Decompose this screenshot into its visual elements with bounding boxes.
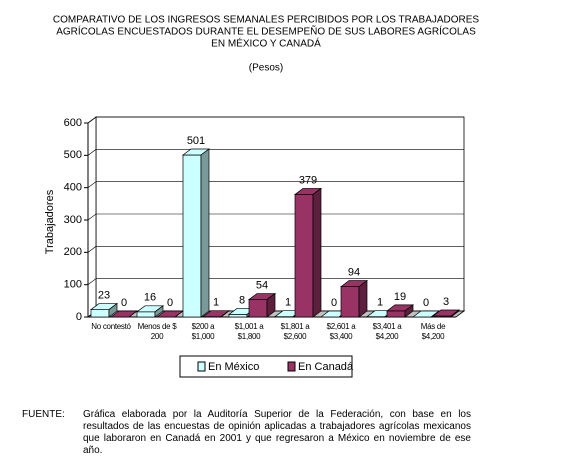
y-tick-label: 200	[64, 246, 82, 258]
legend-box	[179, 355, 353, 378]
y-tick-label: 0	[76, 311, 82, 323]
value-label: 54	[256, 279, 268, 291]
grid-line	[87, 278, 464, 285]
chart-subtitle: (Pesos)	[249, 63, 283, 74]
value-label: 0	[331, 297, 337, 309]
bar-side	[128, 310, 138, 318]
value-label: 379	[299, 174, 317, 186]
bar-side	[404, 304, 414, 318]
grid-line	[87, 116, 464, 124]
value-label: 0	[121, 297, 127, 309]
x-tick-label: $2,601 a $3,400	[326, 322, 356, 341]
bar	[386, 310, 406, 318]
bar-side	[154, 305, 164, 318]
y-tick-label: 600	[64, 117, 82, 129]
grid-line	[87, 246, 464, 253]
x-tick-label: $200 a $1,000	[191, 322, 215, 341]
bar-side	[266, 292, 276, 318]
value-label: 1	[377, 297, 383, 309]
bar	[248, 299, 268, 318]
source-text: Gráfica elaborada por la Auditoría Super…	[83, 409, 471, 456]
bar	[136, 311, 156, 318]
x-tick-label: Menos de $ 200	[137, 322, 177, 341]
y-axis-label: Trabajadores	[44, 189, 56, 254]
value-label: 1	[285, 297, 291, 309]
value-label: 0	[423, 297, 429, 309]
bar-side	[358, 279, 368, 318]
value-label: 501	[187, 135, 205, 147]
value-label: 1	[213, 297, 219, 309]
source-label: FUENTE:	[22, 409, 65, 420]
value-label: 3	[443, 296, 449, 308]
x-tick-label: Más de $4,200	[420, 322, 446, 341]
legend-label: En México	[208, 361, 259, 373]
grid-line	[87, 149, 464, 156]
y-tick-label: 300	[64, 214, 82, 226]
value-label: 23	[98, 289, 110, 301]
chart-title: COMPARATIVO DE LOS INGRESOS SEMANALES PE…	[53, 15, 480, 26]
bar-side	[108, 302, 118, 318]
chart-title: AGRÍCOLAS ENCUESTADOS DURANTE EL DESEMPE…	[56, 25, 476, 38]
bar-side	[312, 187, 322, 318]
bar	[90, 309, 110, 318]
legend-label: En Canadá	[298, 361, 354, 373]
bar	[182, 154, 202, 318]
bar-side	[430, 310, 440, 318]
value-label: 16	[144, 292, 156, 304]
legend-swatch	[197, 361, 206, 372]
y-tick-label: 100	[64, 279, 82, 291]
bar-side	[220, 309, 230, 318]
legend-swatch	[287, 361, 296, 372]
grid-line	[87, 181, 464, 188]
x-tick-label: No contestó	[91, 322, 131, 331]
chart-title: EN MÉXICO Y CANADÁ	[211, 37, 321, 50]
y-tick-label: 500	[64, 149, 82, 161]
x-tick-label: $1,001 a $1,800	[234, 322, 264, 341]
y-tick-label: 400	[64, 182, 82, 194]
value-label: 94	[348, 267, 360, 279]
value-label: 19	[394, 291, 406, 303]
bar-side	[200, 148, 210, 318]
x-tick-label: $1,801 a $2,600	[280, 322, 310, 341]
bar	[340, 286, 360, 318]
bar	[228, 314, 248, 318]
x-tick-label: $3,401 a $4,200	[372, 322, 402, 341]
bar	[294, 194, 314, 318]
bar-side	[450, 309, 460, 318]
value-label: 0	[167, 297, 173, 309]
value-label: 8	[239, 294, 245, 306]
grid-line	[87, 213, 464, 221]
